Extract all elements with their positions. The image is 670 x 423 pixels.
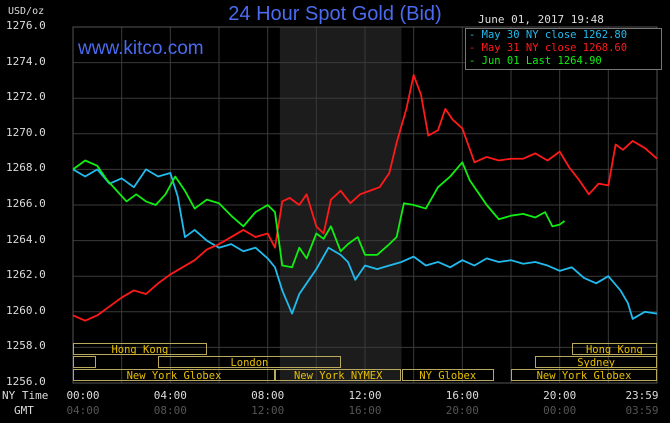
y-tick-label: 1264.0 <box>6 232 46 246</box>
legend-item-may31: - May 31 NY close 1268.60 <box>469 42 628 54</box>
chart-title: 24 Hour Spot Gold (Bid) <box>228 3 442 25</box>
x-tick-label-ny: 12:00 <box>348 389 382 402</box>
x-tick-label-gmt: 04:00 <box>66 404 100 417</box>
x-tick-label-ny: 00:00 <box>66 389 100 402</box>
x-tick-label-ny: 20:00 <box>543 389 577 402</box>
site-watermark: www.kitco.com <box>78 38 204 59</box>
y-tick-label: 1268.0 <box>6 161 46 175</box>
y-tick-label: 1260.0 <box>6 303 46 317</box>
session-bar: Sydney <box>535 356 657 369</box>
ny-time-label: NY Time <box>2 389 49 402</box>
plot-border <box>72 26 658 384</box>
y-tick-label: 1274.0 <box>6 54 46 68</box>
session-bar: Hong Kong <box>571 343 657 356</box>
series-line-2 <box>72 159 566 269</box>
y-tick-label: 1258.0 <box>6 339 46 353</box>
x-tick-label-ny: 16:00 <box>445 389 479 402</box>
x-tick-label-gmt: 08:00 <box>153 404 187 417</box>
session-bar: New York Globex <box>73 369 275 382</box>
legend-item-may30: - May 30 NY close 1262.80 <box>469 29 628 41</box>
y-axis-unit: USD/oz <box>8 6 45 17</box>
y-tick-label: 1266.0 <box>6 197 46 210</box>
y-tick-label: 1262.0 <box>6 268 46 282</box>
session-bar: Hong Kong <box>73 343 207 356</box>
timestamp: June 01, 2017 19:48 <box>478 13 604 26</box>
series-line-0 <box>72 168 658 320</box>
x-tick-label-gmt: 00:00 <box>543 404 577 417</box>
y-tick-label: 1270.0 <box>6 125 46 139</box>
series-line-1 <box>72 74 658 322</box>
session-bar: New York NYMEX <box>274 369 402 382</box>
x-tick-label-ny: 23:59 <box>625 389 659 402</box>
session-bar: London <box>158 356 341 369</box>
x-tick-label-gmt: 20:00 <box>445 404 479 417</box>
legend-item-jun01: - Jun 01 Last 1264.90 <box>469 55 602 67</box>
gmt-label: GMT <box>14 404 34 417</box>
y-tick-label: 1276.0 <box>6 19 46 32</box>
session-bar: New York Globex <box>511 369 657 382</box>
x-tick-label-ny: 04:00 <box>153 389 187 402</box>
session-bar: NY Globex <box>401 369 494 382</box>
x-tick-label-ny: 08:00 <box>251 389 285 402</box>
x-tick-label-gmt: 16:00 <box>348 404 382 417</box>
legend: - May 30 NY close 1262.80 - May 31 NY cl… <box>465 28 662 70</box>
x-tick-label-gmt: 12:00 <box>251 404 285 417</box>
x-tick-label-gmt: 03:59 <box>625 404 659 417</box>
y-tick-label: 1272.0 <box>6 90 46 104</box>
y-tick-label: 1256.0 <box>6 375 46 388</box>
session-bar <box>73 356 97 368</box>
